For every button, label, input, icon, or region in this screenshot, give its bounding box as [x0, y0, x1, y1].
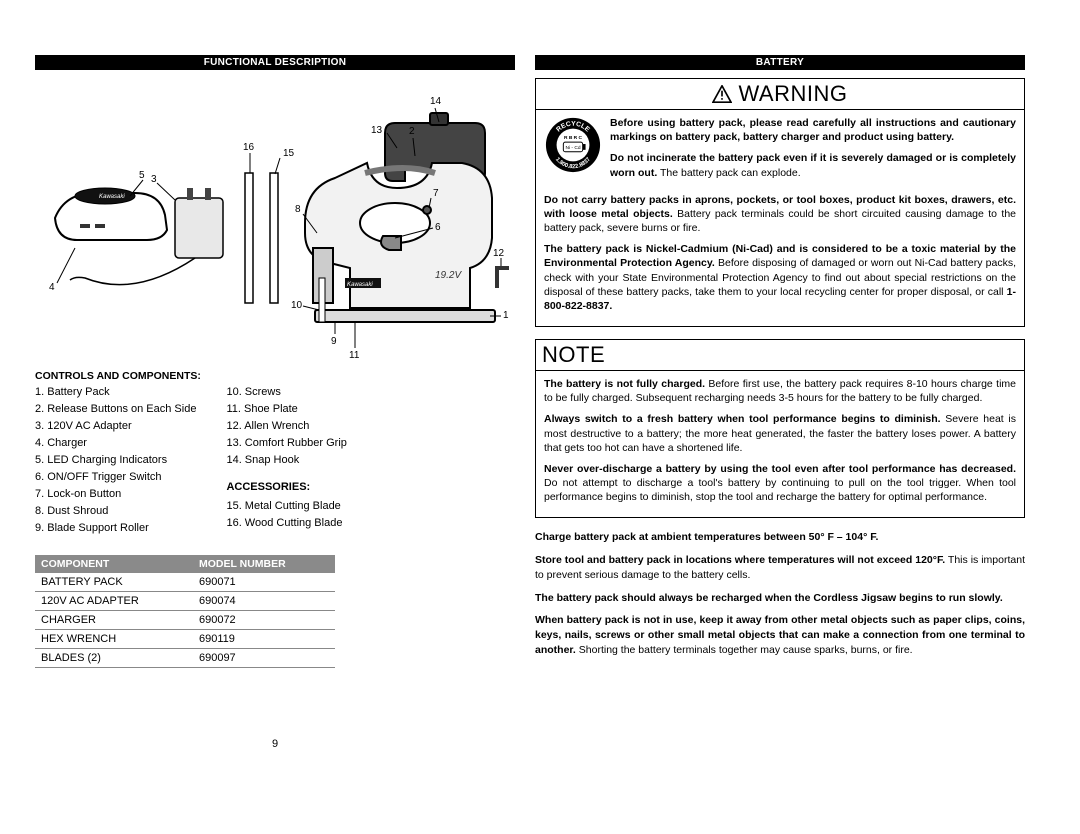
- callout-6: 6: [435, 222, 441, 233]
- warning-title: WARNING: [738, 81, 847, 107]
- list-item: 3. 120V AC Adapter: [35, 418, 196, 435]
- table-cell: 690074: [193, 592, 335, 611]
- table-cell: HEX WRENCH: [35, 630, 193, 649]
- list-item: 8. Dust Shroud: [35, 503, 196, 520]
- callout-13: 13: [371, 125, 383, 136]
- callout-1: 1: [503, 310, 509, 321]
- callout-11: 11: [349, 350, 360, 358]
- table-header-component: COMPONENT: [35, 555, 193, 573]
- list-item: 4. Charger: [35, 435, 196, 452]
- callout-5: 5: [139, 170, 145, 181]
- table-cell: 690072: [193, 611, 335, 630]
- callout-9: 9: [331, 336, 337, 347]
- callout-15: 15: [283, 148, 295, 159]
- note-para: Never over-discharge a battery by using …: [544, 463, 1016, 475]
- callout-10: 10: [291, 300, 303, 311]
- recycle-icon: R B R C Ni - Cd RECYCLE 1.800.822.8837: [544, 116, 602, 174]
- note-box: NOTE The battery is not fully charged. B…: [535, 339, 1025, 518]
- note-title: NOTE: [542, 342, 605, 368]
- table-cell: 690097: [193, 649, 335, 668]
- table-cell: CHARGER: [35, 611, 193, 630]
- list-item: 9. Blade Support Roller: [35, 520, 196, 537]
- svg-text:Kawasaki: Kawasaki: [99, 194, 125, 200]
- page-number: 9: [35, 738, 515, 750]
- callout-2: 2: [409, 126, 415, 137]
- callout-12: 12: [493, 248, 505, 259]
- controls-heading: CONTROLS AND COMPONENTS:: [35, 370, 515, 382]
- svg-text:19.2V: 19.2V: [435, 270, 462, 281]
- callout-16: 16: [243, 142, 255, 153]
- model-number-table: COMPONENT MODEL NUMBER BATTERY PACK69007…: [35, 555, 335, 668]
- accessories-heading: ACCESSORIES:: [226, 479, 346, 496]
- table-cell: BLADES (2): [35, 649, 193, 668]
- functional-description-header: FUNCTIONAL DESCRIPTION: [35, 55, 515, 70]
- svg-text:Kawasaki: Kawasaki: [347, 282, 373, 288]
- warning-box: WARNING R B R C Ni - Cd RECYCLE: [535, 78, 1025, 327]
- list-item: 7. Lock-on Button: [35, 486, 196, 503]
- callout-3: 3: [151, 174, 157, 185]
- callout-4: 4: [49, 282, 55, 293]
- svg-text:Ni - Cd: Ni - Cd: [565, 145, 580, 151]
- note-para-rest: Do not attempt to discharge a tool's bat…: [544, 477, 1016, 503]
- table-header-model: MODEL NUMBER: [193, 555, 335, 573]
- product-diagram: Kawasaki: [35, 78, 515, 358]
- note-para: Always switch to a fresh battery when to…: [544, 413, 941, 425]
- list-item: 10. Screws: [226, 384, 346, 401]
- table-cell: 690071: [193, 573, 335, 592]
- warning-para-rest: The battery pack can explode.: [657, 167, 800, 179]
- warning-para: Before using battery pack, please read c…: [610, 117, 1016, 143]
- warning-icon: [712, 85, 732, 103]
- list-item: 12. Allen Wrench: [226, 418, 346, 435]
- list-item: 14. Snap Hook: [226, 452, 346, 469]
- list-item: 1. Battery Pack: [35, 384, 196, 401]
- svg-text:R B R C: R B R C: [564, 135, 582, 141]
- table-cell: BATTERY PACK: [35, 573, 193, 592]
- list-item: 15. Metal Cutting Blade: [226, 498, 346, 515]
- list-item: 5. LED Charging Indicators: [35, 452, 196, 469]
- note-para: The battery is not fully charged.: [544, 378, 705, 390]
- table-cell: 120V AC ADAPTER: [35, 592, 193, 611]
- callout-8: 8: [295, 204, 301, 215]
- table-cell: 690119: [193, 630, 335, 649]
- list-item: 2. Release Buttons on Each Side: [35, 401, 196, 418]
- callout-7: 7: [433, 188, 439, 199]
- list-item: 6. ON/OFF Trigger Switch: [35, 469, 196, 486]
- callout-14: 14: [430, 96, 442, 107]
- list-item: 16. Wood Cutting Blade: [226, 515, 346, 532]
- battery-tail-text: Charge battery pack at ambient temperatu…: [535, 530, 1025, 657]
- components-list: 1. Battery Pack 2. Release Buttons on Ea…: [35, 384, 515, 537]
- list-item: 13. Comfort Rubber Grip: [226, 435, 346, 452]
- list-item: 11. Shoe Plate: [226, 401, 346, 418]
- battery-header: BATTERY: [535, 55, 1025, 70]
